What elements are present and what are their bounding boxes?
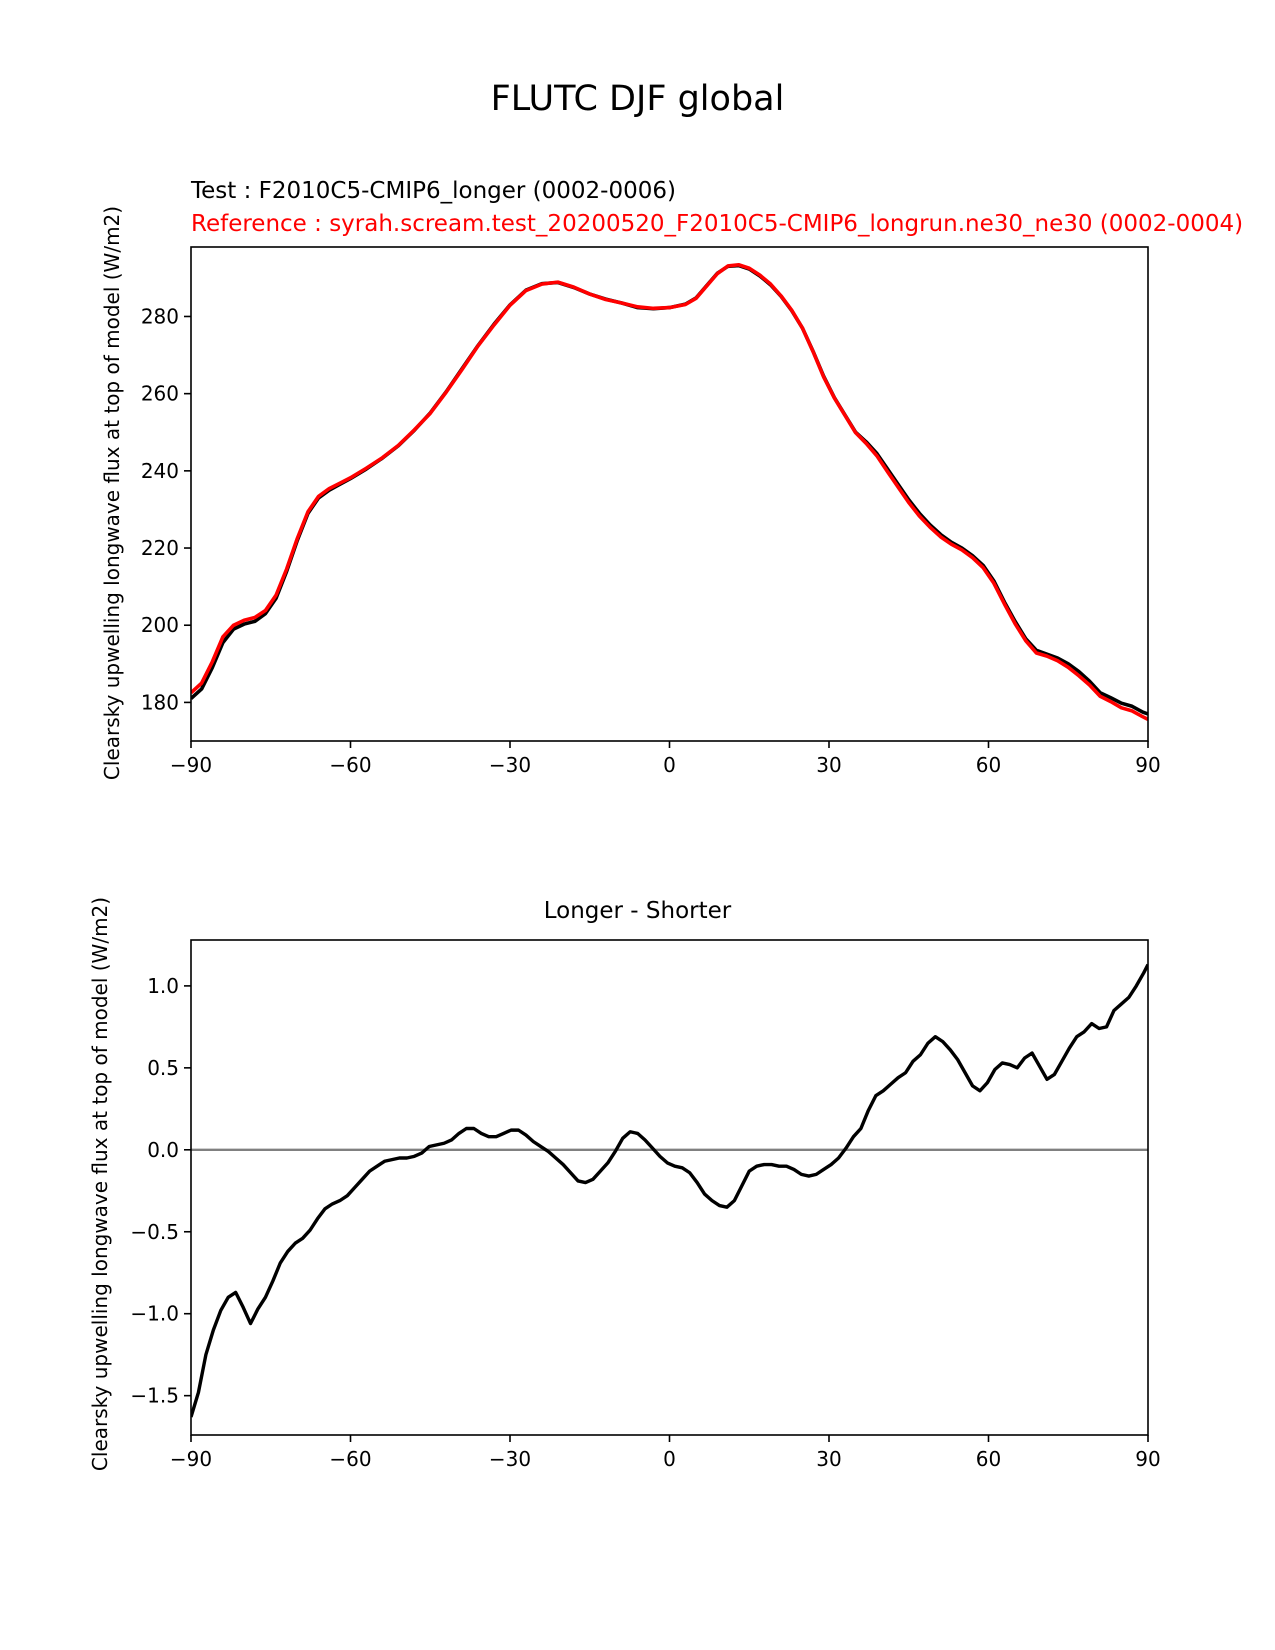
x-tick-label: 60 <box>976 753 1001 777</box>
test-title: Test : F2010C5-CMIP6_longer (0002-0006) <box>190 178 676 204</box>
top-panel: Test : F2010C5-CMIP6_longer (0002-0006) … <box>100 178 1243 780</box>
x-tick-label: 60 <box>976 1447 1001 1471</box>
y-tick-label: 260 <box>141 382 179 406</box>
x-tick-label: −60 <box>329 1447 371 1471</box>
bottom-plot-area: −90 −60 −30 0 30 60 90 −1.5 −1.0 −0.5 0.0 0.5 1.0 <box>130 939 1161 1471</box>
top-plot-area: −90 −60 −30 0 30 60 90 180 200 220 240 260 280 <box>141 246 1161 777</box>
y-tick-label: 180 <box>141 690 179 714</box>
x-tick-label: 30 <box>816 1447 841 1471</box>
x-tick-label: 0 <box>663 1447 676 1471</box>
figure-title: FLUTC DJF global <box>491 79 785 119</box>
bottom-panel: Longer - Shorter Clearsky upwelling long… <box>88 897 1161 1471</box>
top-y-axis-label: Clearsky upwelling longwave flux at top … <box>100 206 124 780</box>
y-tick-label: −1.5 <box>130 1384 179 1408</box>
x-tick-label: −30 <box>489 753 531 777</box>
y-tick-label: 0.5 <box>147 1056 179 1080</box>
x-tick-label: 90 <box>1135 753 1160 777</box>
bottom-chart-title: Longer - Shorter <box>544 898 732 924</box>
x-tick-label: 30 <box>816 753 841 777</box>
series-line-reference <box>191 262 1148 721</box>
x-tick-label: 90 <box>1135 1447 1160 1471</box>
y-tick-label: 0.0 <box>147 1138 179 1162</box>
bottom-y-axis-label: Clearsky upwelling longwave flux at top … <box>88 897 112 1471</box>
y-tick-label: 240 <box>141 459 179 483</box>
y-tick-label: 280 <box>141 304 179 328</box>
x-tick-label: 0 <box>663 753 676 777</box>
reference-title: Reference : syrah.scream.test_20200520_F… <box>191 211 1243 237</box>
y-tick-label: 200 <box>141 613 179 637</box>
y-tick-label: 1.0 <box>147 974 179 998</box>
series-line-longer-shorter <box>191 963 1148 1418</box>
x-tick-label: −90 <box>170 753 212 777</box>
y-tick-label: −0.5 <box>130 1220 179 1244</box>
y-tick-label: −1.0 <box>130 1302 179 1326</box>
x-tick-label: −90 <box>170 1447 212 1471</box>
x-tick-label: −60 <box>329 753 371 777</box>
x-tick-label: −30 <box>489 1447 531 1471</box>
y-tick-label: 220 <box>141 536 179 560</box>
